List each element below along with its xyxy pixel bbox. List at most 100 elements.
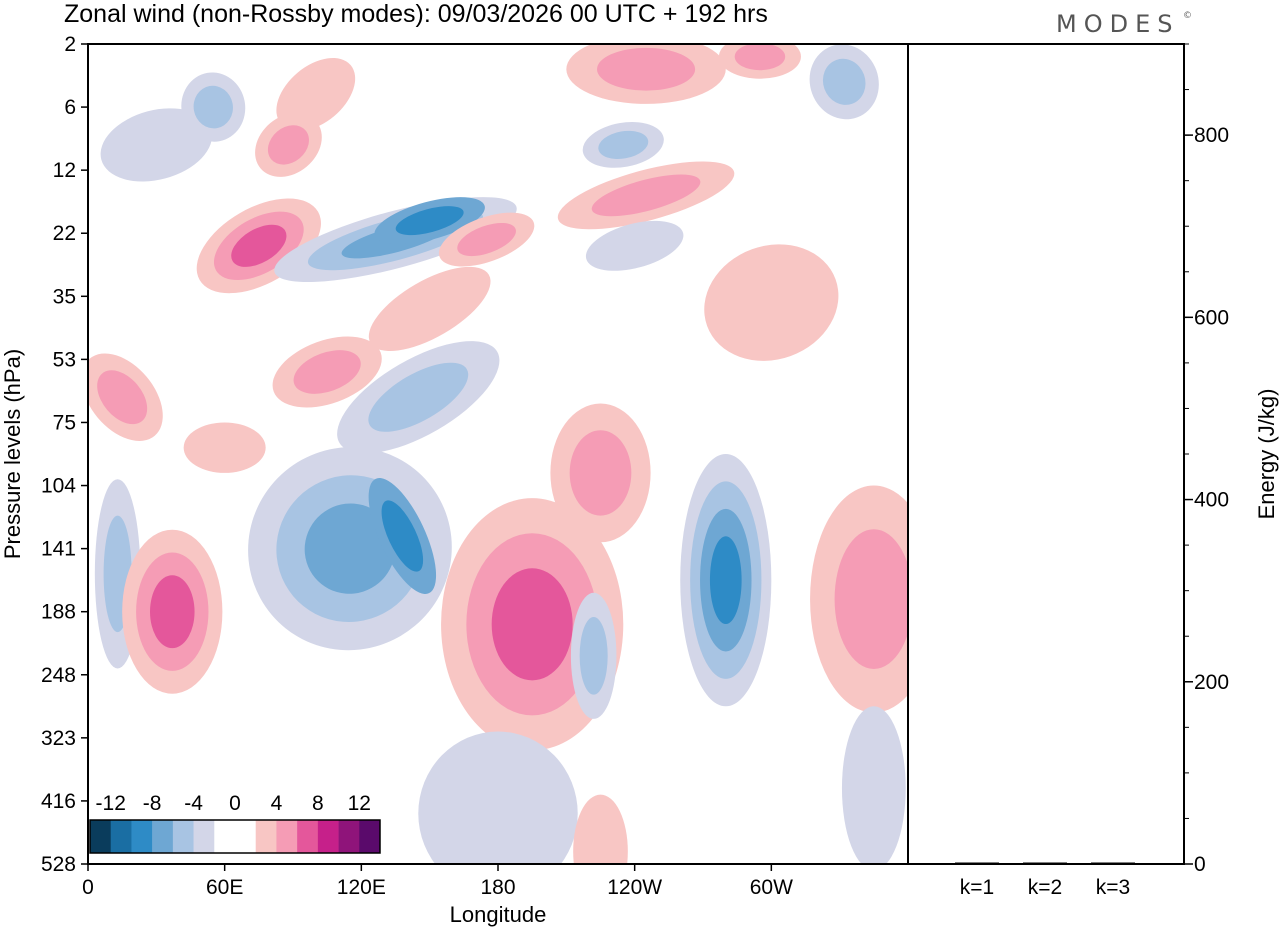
y-tick-label: 141 [41,538,76,561]
contour-level [822,58,866,105]
energy-axis-title: Energy (J/kg) [1254,389,1279,520]
contour-level [304,503,396,594]
contour-region [255,112,322,177]
y-tick-label: 528 [41,853,76,876]
energy-tick-label: 800 [1194,124,1229,147]
y-tick-label: 104 [41,475,76,498]
y-tick-label: 6 [64,96,76,119]
contour-region [88,353,163,441]
contour-region [181,72,246,142]
energy-bar [1023,862,1067,864]
contour-level [585,220,684,271]
contour-region [276,57,356,131]
contour-region [582,122,664,168]
colorbar-swatch [131,820,153,853]
y-tick-label: 35 [53,285,76,308]
contour-level [569,430,632,516]
contour-region [100,108,213,182]
contour-level [100,108,213,182]
contour-level [704,244,839,361]
contour-region [585,220,684,271]
y-tick-label: 248 [41,664,76,687]
contour-region [550,403,651,543]
y-tick-label: 416 [41,790,76,813]
y-tick-label: 53 [53,348,76,371]
contour-region [183,422,266,473]
contour-level [150,575,195,649]
chart-title: Zonal wind (non-Rossby modes): 09/03/202… [64,0,768,28]
colorbar-label: 12 [348,792,371,815]
contour-level [418,731,578,864]
contour-level [267,125,309,165]
contour-level [231,224,287,267]
colorbar-swatch [172,820,194,853]
contour-level [97,370,148,425]
contour-level [841,706,906,864]
energy-tick-label: 0 [1194,853,1206,876]
energy-panel-frame [907,43,1185,865]
contour-region [841,706,906,864]
contour-region [272,336,382,408]
contour-region [809,44,879,120]
contour-level [491,568,573,681]
y-tick-label: 188 [41,601,76,624]
colorbar-swatch [193,820,215,853]
contour-region [573,794,628,864]
energy-axis: 0 200 400 600 800 [1184,43,1229,876]
energy-bar-label: k=1 [960,876,994,899]
x-axis: 0 60E 120E 180 120W 60W [82,864,793,899]
colorbar-swatch [214,820,236,853]
contour-region [438,212,535,267]
contour-region [374,197,485,245]
colorbar-legend: -12 -8 -4 0 4 8 12 [89,792,381,854]
colorbar-swatch [152,820,174,853]
contour-level [596,47,696,91]
contour-level [734,44,786,71]
colorbar-swatch [338,820,360,853]
colorbar-swatch [110,820,132,853]
contour-region [441,498,624,751]
contour-region [557,161,735,230]
contour-level [395,206,464,236]
colorbar-label: -12 [96,792,126,815]
x-tick-label: 60W [750,876,793,899]
contour-level [276,57,356,131]
energy-bar [955,862,999,864]
colorbar-label: 4 [271,792,283,815]
contour-level [709,536,742,625]
energy-bar-label: k=3 [1096,876,1130,899]
y-tick-label: 22 [53,222,76,245]
colorbar-swatch [359,820,381,853]
colorbar-swatch [317,820,339,853]
contour-region [704,244,839,361]
contour-level [591,174,701,217]
contour-level [598,130,649,160]
contour-level [193,85,233,129]
contour-level [457,222,516,257]
colorbar-swatch [255,820,277,853]
colorbar-frame [89,819,381,854]
brand-mark: © [1183,11,1192,21]
colorbar-label: 0 [229,792,241,815]
contour-region [418,731,578,864]
colorbar-swatch [90,820,112,853]
heatmap-area [88,44,908,864]
y-axis-title: Pressure levels (hPa) [0,349,25,559]
contour-region [570,592,617,719]
x-tick-label: 0 [82,876,94,899]
contour-region [810,485,908,713]
contour-region [680,454,772,707]
colorbar-swatch [235,820,257,853]
energy-bars: k=1 k=2 k=3 [955,862,1135,899]
energy-bar-label: k=2 [1028,876,1062,899]
modes-logo: MODES © [1056,10,1192,38]
energy-tick-label: 200 [1194,671,1229,694]
colorbar-swatch [276,820,298,853]
y-tick-label: 2 [64,33,76,56]
y-tick-label: 12 [53,159,76,182]
y-axis: 2 6 12 22 35 53 75 104 141 188 248 323 416 528 [41,33,88,876]
contour-level [368,362,469,432]
y-tick-label: 323 [41,727,76,750]
y-tick-label: 75 [53,411,76,434]
